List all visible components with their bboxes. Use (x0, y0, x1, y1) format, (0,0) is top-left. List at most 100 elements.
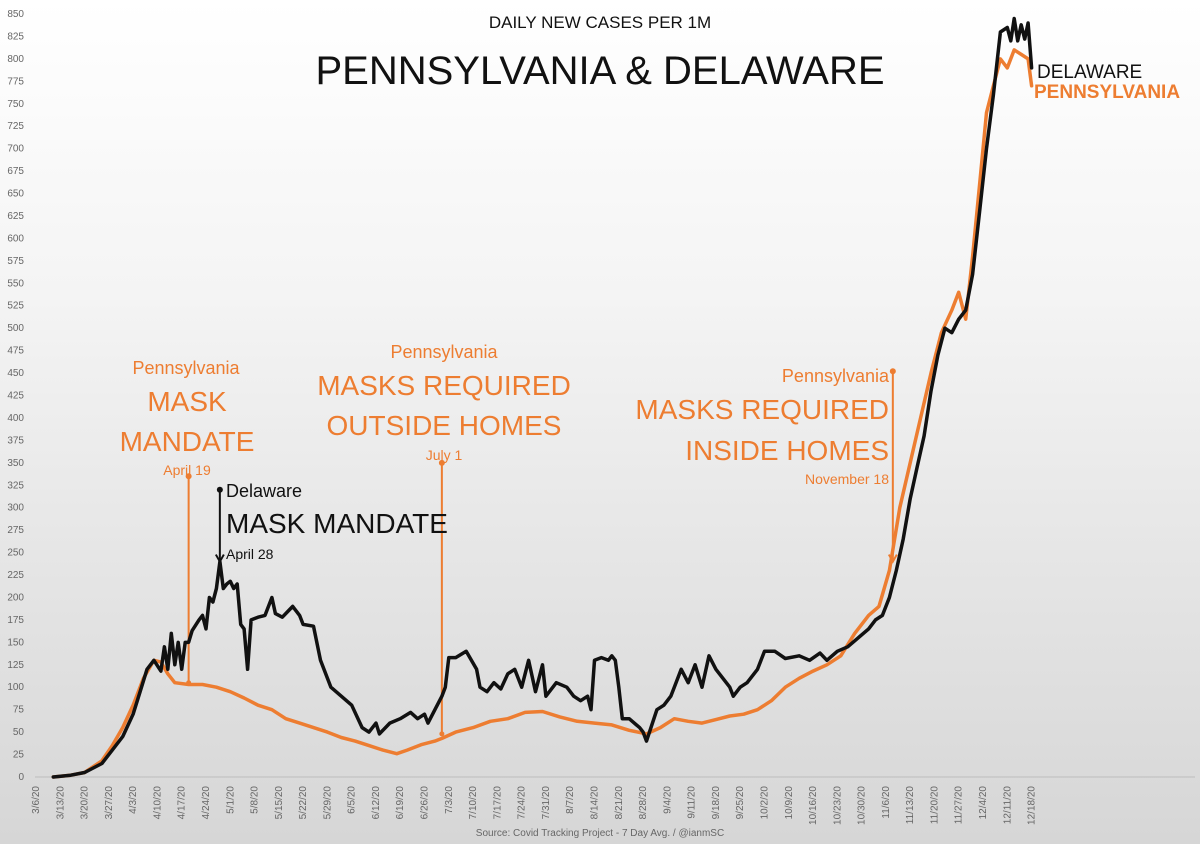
x-tick-label: 11/20/20 (929, 786, 940, 825)
y-tick-label: 75 (13, 705, 25, 716)
x-tick-label: 4/10/20 (152, 786, 163, 820)
legend-pennsylvania: PENNSYLVANIA (1034, 82, 1180, 103)
y-tick-label: 625 (7, 211, 24, 222)
x-tick-label: 12/18/20 (1027, 786, 1038, 825)
y-tick-label: 200 (7, 592, 24, 603)
x-tick-label: 12/11/20 (1002, 786, 1013, 825)
x-tick-label: 11/13/20 (905, 786, 916, 825)
y-tick-label: 100 (7, 682, 24, 693)
y-tick-label: 25 (13, 750, 25, 761)
x-tick-label: 3/20/20 (80, 786, 91, 820)
x-tick-label: 8/28/20 (638, 786, 649, 820)
pa-july-homes-label: OUTSIDE HOMES (327, 410, 562, 441)
pa-april-mask-label: MASK (147, 386, 227, 417)
x-tick-label: 12/4/20 (978, 786, 989, 820)
y-tick-label: 550 (7, 278, 24, 289)
y-tick-label: 725 (7, 121, 24, 132)
x-tick-label: 11/27/20 (954, 786, 965, 825)
y-tick-label: 175 (7, 615, 24, 626)
y-tick-label: 700 (7, 144, 24, 155)
y-tick-label: 250 (7, 548, 24, 559)
y-tick-label: 600 (7, 233, 24, 244)
x-tick-label: 8/14/20 (590, 786, 601, 820)
x-tick-label: 6/26/20 (420, 786, 431, 820)
pa-nov-state-label: Pennsylvania (782, 366, 890, 386)
x-tick-label: 8/21/20 (614, 786, 625, 820)
pa-april-state-label: Pennsylvania (132, 358, 240, 378)
x-tick-label: 10/30/20 (857, 786, 868, 825)
x-tick-label: 8/7/20 (565, 786, 576, 814)
x-tick-label: 6/5/20 (347, 786, 358, 814)
x-tick-label: 9/25/20 (735, 786, 746, 820)
x-tick-label: 11/6/20 (881, 786, 892, 819)
x-tick-label: 5/22/20 (298, 786, 309, 820)
y-tick-label: 375 (7, 435, 24, 446)
y-tick-label: 575 (7, 256, 24, 267)
y-tick-label: 525 (7, 301, 24, 312)
x-tick-label: 5/15/20 (274, 786, 285, 820)
y-tick-label: 125 (7, 660, 24, 671)
x-tick-label: 7/10/20 (468, 786, 479, 820)
pa-nov-date-label: November 18 (805, 471, 889, 487)
x-tick-label: 4/17/20 (177, 786, 188, 820)
y-tick-label: 50 (13, 727, 25, 738)
y-tick-label: 825 (7, 31, 24, 42)
x-tick-label: 9/11/20 (687, 786, 698, 819)
x-tick-label: 9/18/20 (711, 786, 722, 820)
y-tick-label: 750 (7, 99, 24, 110)
y-tick-label: 350 (7, 458, 24, 469)
y-tick-label: 400 (7, 413, 24, 424)
y-tick-label: 450 (7, 368, 24, 379)
x-tick-label: 3/13/20 (55, 786, 66, 820)
annotation-dot (216, 486, 223, 493)
series-line-delaware (51, 16, 1034, 779)
y-tick-label: 500 (7, 323, 24, 334)
x-tick-label: 4/3/20 (128, 786, 139, 814)
de-state-label: Delaware (226, 481, 302, 501)
annotation-end-dot (439, 731, 445, 737)
y-axis: 0 25 50 75 100 125 150 175 200 225 250 275 300 325 350… (7, 9, 24, 783)
de-mandate-label: MASK MANDATE (226, 508, 448, 539)
x-tick-label: 10/2/20 (759, 786, 770, 820)
x-tick-label: 3/6/20 (31, 786, 42, 814)
pa-july-date-label: July 1 (426, 447, 463, 463)
y-tick-label: 775 (7, 76, 24, 87)
y-tick-label: 850 (7, 9, 24, 20)
chart-title: PENNSYLVANIA & DELAWARE (315, 49, 884, 93)
y-tick-label: 650 (7, 189, 24, 200)
x-tick-label: 5/8/20 (250, 786, 261, 814)
pa-july-required-label: MASKS REQUIRED (317, 370, 571, 401)
y-tick-label: 0 (18, 772, 24, 783)
pa-nov-homes-label: INSIDE HOMES (685, 435, 889, 466)
x-tick-label: 10/9/20 (784, 786, 795, 820)
pa-april-date-label: April 19 (163, 462, 211, 478)
x-tick-label: 5/1/20 (225, 786, 236, 814)
x-axis: 3/6/20 3/13/20 3/20/20 3/27/20 4/3/20 4/10/20… (31, 786, 1038, 825)
x-tick-label: 7/24/20 (517, 786, 528, 820)
y-tick-label: 275 (7, 525, 24, 536)
y-tick-label: 425 (7, 391, 24, 402)
x-tick-label: 9/4/20 (662, 786, 673, 814)
x-tick-label: 6/12/20 (371, 786, 382, 820)
y-tick-label: 225 (7, 570, 24, 581)
series-line-pennsylvania (51, 48, 1034, 779)
x-tick-label: 6/19/20 (395, 786, 406, 820)
source-note: Source: Covid Tracking Project - 7 Day A… (476, 828, 724, 839)
y-tick-label: 325 (7, 480, 24, 491)
legend-delaware: DELAWARE (1037, 62, 1142, 83)
chart-subtitle: DAILY NEW CASES PER 1M (489, 13, 711, 32)
x-tick-label: 7/3/20 (444, 786, 455, 814)
x-tick-label: 7/17/20 (492, 786, 503, 820)
y-tick-label: 475 (7, 346, 24, 357)
y-tick-label: 675 (7, 166, 24, 177)
pa-nov-required-label: MASKS REQUIRED (635, 394, 889, 425)
pa-april-mandate-label: MANDATE (120, 426, 255, 457)
x-tick-label: 4/24/20 (201, 786, 212, 820)
de-date-label: April 28 (226, 546, 274, 562)
pa-july-state-label: Pennsylvania (390, 342, 498, 362)
annotation-dot (889, 368, 896, 375)
x-tick-label: 5/29/20 (322, 786, 333, 820)
annotation-dot (185, 473, 192, 480)
x-tick-label: 10/23/20 (832, 786, 843, 825)
